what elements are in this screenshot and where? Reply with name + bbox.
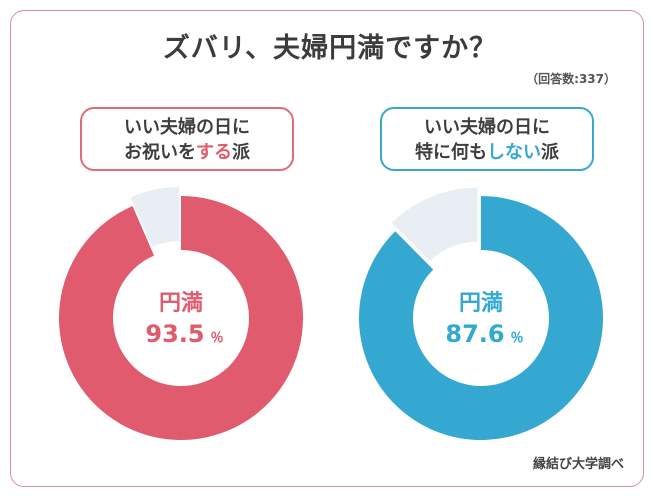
group-label-not-celebrate: いい夫婦の日に 特に何もしない派: [380, 107, 594, 171]
respondent-count: （回答数:337）: [526, 72, 616, 86]
group-label-line2: お祝いをする派: [82, 140, 292, 165]
group-label-line1: いい夫婦の日に: [424, 117, 550, 138]
donut-slice-majority: [358, 196, 603, 441]
center-value: 87.6: [445, 320, 504, 348]
center-label: 円満: [159, 290, 203, 316]
source-credit: 縁結び大学調べ: [532, 457, 624, 472]
group-label-line2: 特に何もしない派: [382, 140, 592, 165]
group-label-highlight: しない: [487, 142, 541, 163]
group-label-line2-post: 派: [232, 142, 250, 163]
group-label-celebrate: いい夫婦の日に お祝いをする派: [80, 107, 294, 171]
center-unit: ％: [510, 331, 523, 346]
group-label-line2-pre: 特に何も: [415, 142, 487, 163]
donut-slice-majority: [58, 196, 303, 440]
group-label-highlight: する: [196, 142, 232, 163]
center-unit: ％: [210, 331, 223, 346]
center-value: 93.5: [145, 320, 204, 348]
group-label-line2-post: 派: [541, 142, 559, 163]
donut-slice-remainder: [391, 187, 478, 262]
panel-frame: [10, 10, 644, 487]
group-label-line2-pre: お祝いを: [124, 142, 196, 163]
center-label: 円満: [459, 290, 503, 316]
group-label-line1: いい夫婦の日に: [124, 117, 250, 138]
chart-title: ズバリ、夫婦円満ですか？: [162, 33, 498, 64]
donut-slice-remainder: [130, 187, 180, 247]
